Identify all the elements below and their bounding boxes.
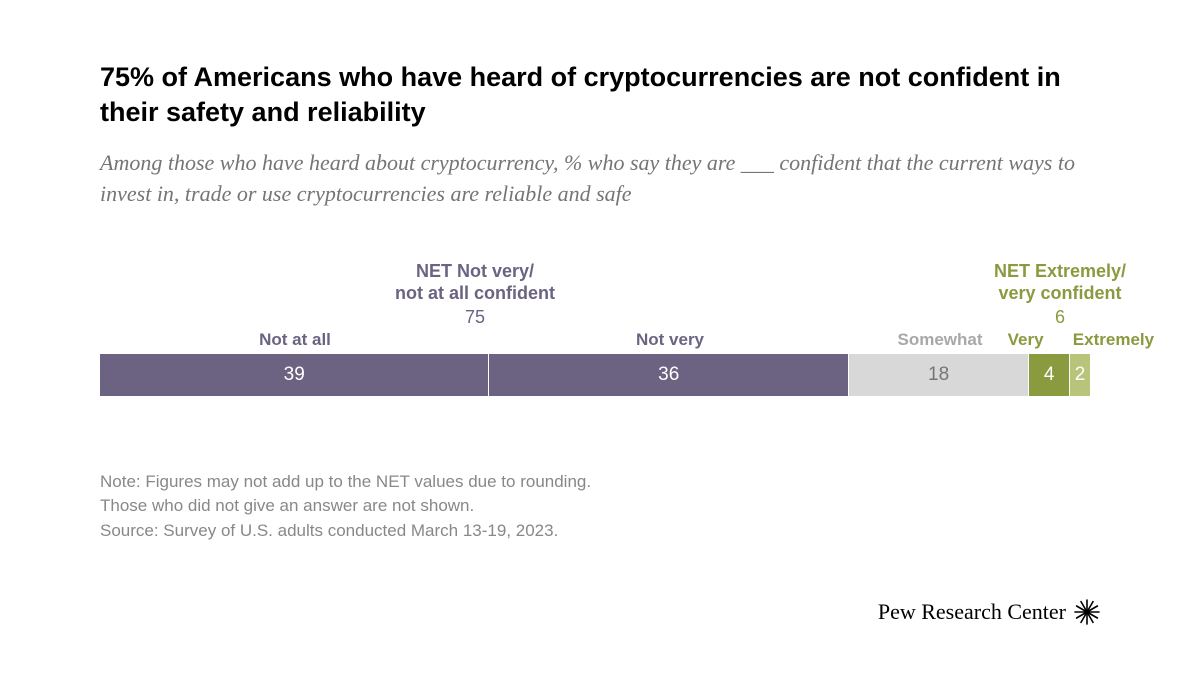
segment-labels-row: Not at all Not very Somewhat Very Extrem… [100,330,1100,354]
bar-seg-0: 39 [100,354,489,396]
note-line-1: Note: Figures may not add up to the NET … [100,470,1100,495]
net-right-title: NET Extremely/ very confident [960,260,1160,305]
seg-label-4: Extremely [1073,330,1154,350]
net-left-title-line2: not at all confident [395,283,555,303]
net-left-value: 75 [345,307,605,328]
net-left-group: NET Not very/ not at all confident 75 [345,260,605,328]
net-right-title-line1: NET Extremely/ [994,261,1126,281]
bar-seg-1: 36 [489,354,849,396]
net-labels-row: NET Not very/ not at all confident 75 NE… [100,260,1100,330]
chart-subtitle: Among those who have heard about cryptoc… [100,148,1100,210]
net-right-value: 6 [960,307,1160,328]
net-left-title: NET Not very/ not at all confident [345,260,605,305]
sunburst-icon [1074,599,1100,625]
bar-seg-3: 4 [1029,354,1070,396]
net-right-title-line2: very confident [998,283,1121,303]
chart-area: NET Not very/ not at all confident 75 NE… [100,260,1100,410]
footer-org: Pew Research Center [878,599,1066,625]
net-right-group: NET Extremely/ very confident 6 [960,260,1160,328]
seg-label-2: Somewhat [897,330,982,350]
footer: Pew Research Center [878,599,1100,625]
note-line-2: Those who did not give an answer are not… [100,494,1100,519]
note-line-3: Source: Survey of U.S. adults conducted … [100,519,1100,544]
bar-seg-2: 18 [849,354,1029,396]
seg-label-0: Not at all [259,330,331,350]
net-left-title-line1: NET Not very/ [416,261,534,281]
chart-title: 75% of Americans who have heard of crypt… [100,60,1100,130]
stacked-bar: 39 36 18 4 2 [100,354,1090,396]
seg-label-3: Very [1008,330,1044,350]
seg-label-1: Not very [636,330,704,350]
bar-seg-4: 2 [1070,354,1090,396]
chart-notes: Note: Figures may not add up to the NET … [100,470,1100,544]
